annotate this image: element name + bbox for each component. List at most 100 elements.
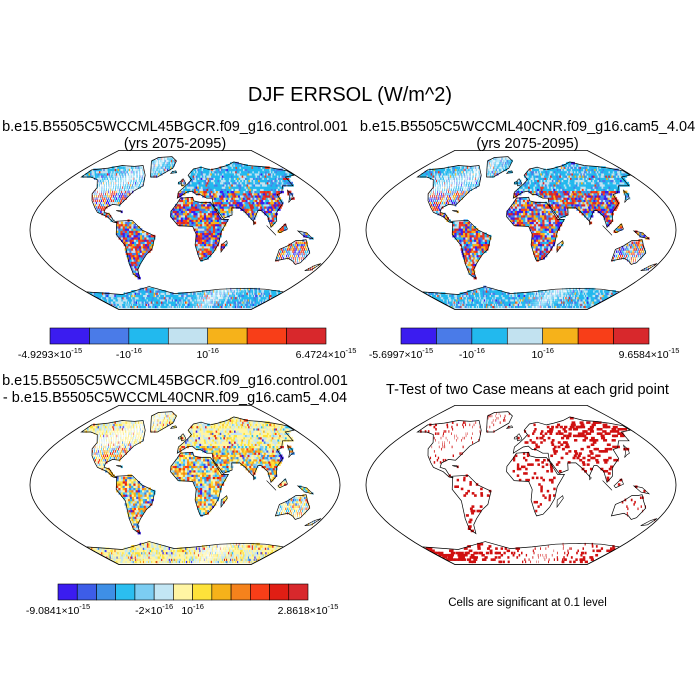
grid-cell	[228, 186, 232, 189]
grid-cell	[197, 223, 201, 227]
grid-cell	[519, 301, 522, 304]
grid-cell	[227, 184, 231, 187]
grid-cell	[535, 250, 538, 253]
grid-cell	[250, 214, 254, 218]
grid-cell	[179, 190, 182, 194]
grid-cell	[523, 301, 525, 304]
grid-cell	[255, 203, 259, 207]
grid-cell	[186, 303, 188, 306]
panel3-title-line1: b.e15.B5505C5WCCML45BGCR.f09_g16.control…	[2, 373, 348, 389]
grid-cell	[173, 303, 176, 306]
grid-cell	[193, 186, 197, 189]
grid-cell	[217, 223, 220, 227]
grid-cell	[526, 292, 528, 295]
grid-cell	[198, 181, 201, 185]
grid-cell	[561, 296, 563, 300]
grid-cell	[207, 254, 210, 258]
grid-cell	[199, 210, 203, 214]
grid-cell	[173, 170, 175, 174]
grid-cell	[268, 292, 272, 295]
grid-cell	[230, 181, 234, 185]
grid-cell	[97, 184, 99, 187]
grid-cell	[198, 296, 200, 300]
grid-cell	[236, 188, 241, 192]
grid-cell	[557, 305, 560, 309]
grid-cell	[261, 192, 265, 196]
grid-cell	[133, 256, 137, 260]
grid-cell	[204, 292, 205, 295]
grid-cell	[130, 170, 131, 174]
grid-cell	[225, 192, 229, 196]
grid-cell	[250, 197, 254, 200]
grid-cell	[167, 159, 169, 163]
grid-cell	[90, 175, 92, 178]
grid-cell	[233, 294, 236, 298]
grid-cell	[548, 248, 551, 251]
grid-cell	[178, 296, 181, 300]
grid-cell	[161, 292, 165, 295]
grid-cell	[630, 245, 632, 249]
grid-cell	[238, 298, 241, 302]
grid-cell	[531, 305, 532, 309]
grid-cell	[224, 184, 228, 187]
grid-cell	[197, 214, 201, 218]
grid-cell	[227, 294, 229, 298]
grid-cell	[203, 208, 207, 211]
grid-cell	[148, 239, 152, 242]
grid-cell	[305, 234, 308, 238]
grid-cell	[178, 208, 182, 211]
grid-cell	[605, 290, 608, 293]
grid-cell	[638, 254, 640, 258]
grid-cell	[190, 201, 194, 205]
grid-cell	[580, 296, 583, 300]
grid-cell	[211, 188, 215, 192]
grid-cell	[204, 188, 208, 192]
grid-cell	[200, 175, 203, 178]
grid-cell	[306, 245, 309, 249]
grid-cell	[200, 298, 202, 302]
grid-cell	[228, 292, 229, 295]
grid-cell	[274, 290, 278, 293]
grid-cell	[196, 184, 200, 187]
grid-cell	[110, 199, 113, 203]
grid-cell	[205, 181, 208, 185]
grid-cell	[201, 190, 204, 194]
grid-cell	[228, 210, 232, 214]
grid-cell	[615, 254, 618, 258]
grid-cell	[464, 245, 468, 249]
grid-cell	[612, 256, 614, 260]
grid-cell	[264, 201, 268, 205]
grid-cell	[249, 203, 253, 207]
grid-cell	[263, 292, 266, 295]
grid-cell	[212, 228, 216, 231]
grid-cell	[185, 212, 188, 216]
grid-cell	[110, 175, 112, 178]
grid-cell	[590, 290, 593, 293]
grid-cell	[219, 195, 222, 198]
grid-cell	[557, 301, 560, 304]
grid-cell	[213, 188, 217, 192]
grid-cell	[561, 305, 564, 309]
grid-cell	[105, 177, 107, 180]
grid-cell	[230, 301, 233, 304]
grid-cell	[471, 250, 475, 253]
grid-cell	[128, 172, 129, 176]
grid-cell	[293, 248, 295, 251]
grid-cell	[87, 175, 89, 178]
grid-cell	[189, 292, 191, 295]
grid-cell	[115, 166, 118, 169]
grid-cell	[279, 203, 283, 207]
grid-cell	[255, 296, 259, 300]
grid-cell	[218, 301, 220, 304]
grid-cell	[127, 239, 131, 242]
grid-cell	[150, 239, 154, 242]
grid-cell	[179, 305, 182, 309]
grid-cell	[180, 298, 182, 302]
grid-cell	[233, 301, 236, 304]
grid-cell	[246, 192, 250, 196]
grid-cell	[178, 301, 180, 304]
grid-cell	[133, 250, 137, 253]
grid-cell	[185, 186, 188, 189]
grid-cell	[188, 201, 192, 205]
coastline-greenland	[150, 156, 177, 178]
